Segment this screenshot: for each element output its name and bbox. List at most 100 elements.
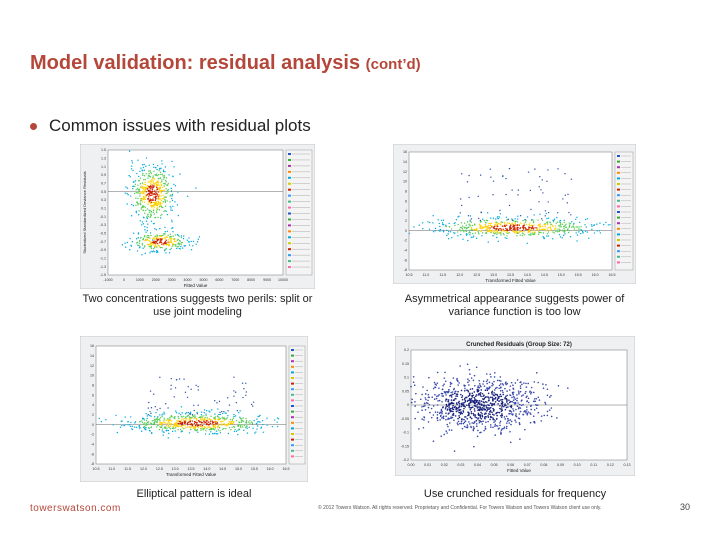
data-point (249, 420, 251, 422)
data-point (157, 183, 159, 185)
data-point (546, 388, 549, 391)
data-point (454, 232, 456, 234)
data-point (568, 224, 571, 226)
data-point (533, 398, 536, 400)
data-point (491, 231, 493, 233)
data-point (496, 414, 498, 417)
data-point (513, 397, 516, 399)
data-point (527, 411, 530, 413)
data-point (167, 418, 169, 420)
data-point (251, 423, 254, 425)
data-point (217, 408, 219, 410)
data-point (571, 226, 573, 228)
data-point (165, 192, 167, 195)
data-point (483, 394, 485, 396)
data-point (165, 210, 167, 212)
data-point (466, 404, 468, 407)
data-point (463, 231, 465, 233)
data-point (124, 242, 126, 244)
data-point (441, 388, 444, 391)
data-point (171, 209, 173, 212)
legend-swatch (617, 261, 620, 264)
data-point (482, 420, 484, 423)
data-point (168, 252, 171, 254)
data-point (148, 172, 150, 175)
outlier-point (477, 195, 479, 198)
data-point (461, 402, 463, 404)
data-point (199, 416, 201, 418)
x-tick-label: 12.5 (473, 273, 480, 277)
data-point (508, 419, 510, 422)
data-point (167, 419, 170, 422)
data-point (207, 423, 209, 426)
data-point (485, 219, 488, 222)
outlier-point (233, 376, 235, 378)
data-point (483, 226, 486, 228)
data-point (558, 221, 561, 223)
data-point (560, 225, 563, 228)
data-point (190, 240, 192, 243)
footer-brand[interactable]: towerswatson.com (30, 503, 121, 514)
data-point (166, 243, 168, 245)
data-point (138, 244, 140, 247)
legend-swatch (288, 170, 291, 173)
data-point (552, 219, 555, 222)
data-point (450, 416, 452, 418)
data-point (485, 421, 487, 423)
data-point (586, 231, 589, 233)
data-point (515, 415, 518, 418)
data-point (525, 412, 527, 414)
data-point (151, 205, 153, 207)
data-point (179, 422, 181, 425)
data-point (555, 230, 557, 233)
data-point (506, 394, 509, 397)
data-point (184, 417, 187, 419)
data-point (182, 424, 184, 427)
data-point (541, 219, 544, 222)
data-point (484, 400, 487, 403)
data-point (161, 239, 163, 241)
data-point (172, 227, 174, 229)
data-point (552, 225, 554, 228)
outlier-point (557, 168, 559, 170)
data-point (508, 399, 510, 401)
outlier-point (538, 201, 540, 203)
y-tick-label: -0.7 (100, 240, 106, 244)
data-point (238, 428, 240, 430)
data-point (478, 421, 481, 424)
data-point (531, 218, 533, 221)
data-point (423, 419, 425, 421)
data-point (494, 371, 496, 374)
data-point (526, 242, 529, 244)
data-point (499, 390, 502, 392)
y-tick-label: -0.9 (100, 248, 106, 252)
outlier-point (538, 186, 540, 188)
data-point (100, 420, 103, 423)
data-point (525, 390, 527, 393)
data-point (139, 183, 142, 185)
data-point (449, 394, 452, 397)
data-point (576, 240, 578, 242)
data-point (212, 426, 215, 428)
data-point (137, 188, 139, 191)
data-point (161, 173, 164, 176)
data-point (506, 237, 508, 240)
data-point (521, 399, 523, 401)
data-point (480, 411, 482, 414)
data-point (514, 232, 516, 234)
data-point (579, 221, 581, 223)
data-point (456, 407, 459, 410)
data-point (166, 184, 168, 187)
data-point (205, 413, 207, 415)
data-point (137, 197, 139, 200)
data-point (121, 420, 123, 422)
x-tick-label: 13.0 (490, 273, 497, 277)
data-point (172, 175, 174, 178)
data-point (155, 182, 157, 184)
data-point (575, 229, 577, 232)
data-point (438, 222, 440, 225)
data-point (162, 431, 165, 433)
data-point (504, 408, 507, 411)
data-point (509, 410, 512, 412)
data-point (167, 425, 170, 427)
